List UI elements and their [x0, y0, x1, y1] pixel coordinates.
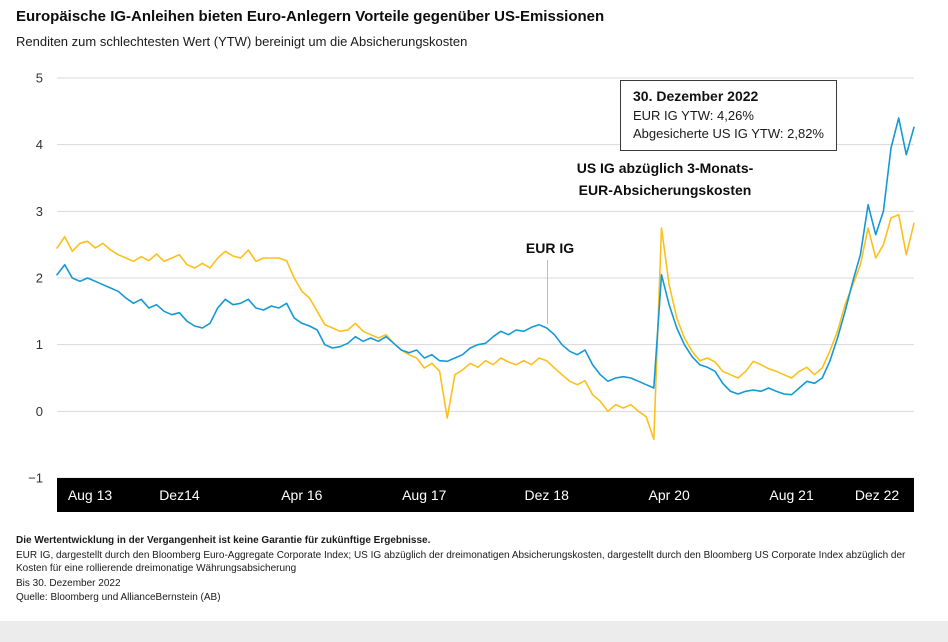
y-tick-label: 2	[36, 271, 43, 286]
chart-title: Europäische IG-Anleihen bieten Euro-Anle…	[16, 8, 605, 25]
series-line-us-ig-hedged	[56, 213, 915, 441]
eur-ig-pointer-line	[547, 260, 548, 324]
x-tick-label: Apr 16	[281, 487, 323, 503]
y-tick-label: 1	[36, 337, 43, 352]
x-axis-band: Aug 13 Dez14 Apr 16 Aug 17 Dez 18 Apr 20 Aug 2…	[57, 478, 914, 512]
y-tick-label: 5	[36, 71, 43, 86]
chart-subtitle: Renditen zum schlechtesten Wert (YTW) be…	[16, 34, 468, 49]
annotation-us-ytw: Abgesicherte US IG YTW: 2,82%	[633, 125, 824, 141]
bottom-strip	[0, 621, 948, 642]
footnote-description: EUR IG, dargestellt durch den Bloomberg …	[16, 550, 906, 575]
x-tick-label: Apr 20	[648, 487, 690, 503]
x-tick-label: Aug 17	[402, 487, 447, 503]
footnotes: Die Wertentwicklung in der Vergangenheit…	[16, 534, 932, 605]
y-tick-label: −1	[28, 471, 43, 486]
x-tick-label: Aug 21	[769, 487, 814, 503]
series-line-eur-ig	[56, 117, 915, 396]
x-tick-label: Aug 13	[67, 487, 113, 503]
footnote-as-of: Bis 30. Dezember 2022	[16, 577, 121, 589]
annotation-eur-ytw: EUR IG YTW: 4,26%	[633, 108, 754, 123]
y-tick-label: 3	[36, 204, 43, 219]
annotation-box: 30. Dezember 2022 EUR IG YTW: 4,26% Abge…	[620, 80, 837, 152]
footnote-disclaimer: Die Wertentwicklung in der Vergangenheit…	[16, 535, 431, 546]
y-tick-label: 4	[36, 137, 43, 152]
x-tick-label: Dez 18	[524, 487, 569, 503]
footnote-source: Quelle: Bloomberg und AllianceBernstein …	[16, 591, 221, 603]
eur-ig-series-label: EUR IG	[525, 240, 575, 256]
x-tick-label: Dez14	[159, 487, 200, 503]
x-tick-label: Dez 22	[854, 487, 900, 503]
y-tick-label: 0	[36, 404, 43, 419]
annotation-date: 30. Dezember 2022	[633, 88, 759, 104]
us-ig-series-label: US IG abzüglich 3-Monats- EUR-Absicherun…	[576, 160, 754, 198]
